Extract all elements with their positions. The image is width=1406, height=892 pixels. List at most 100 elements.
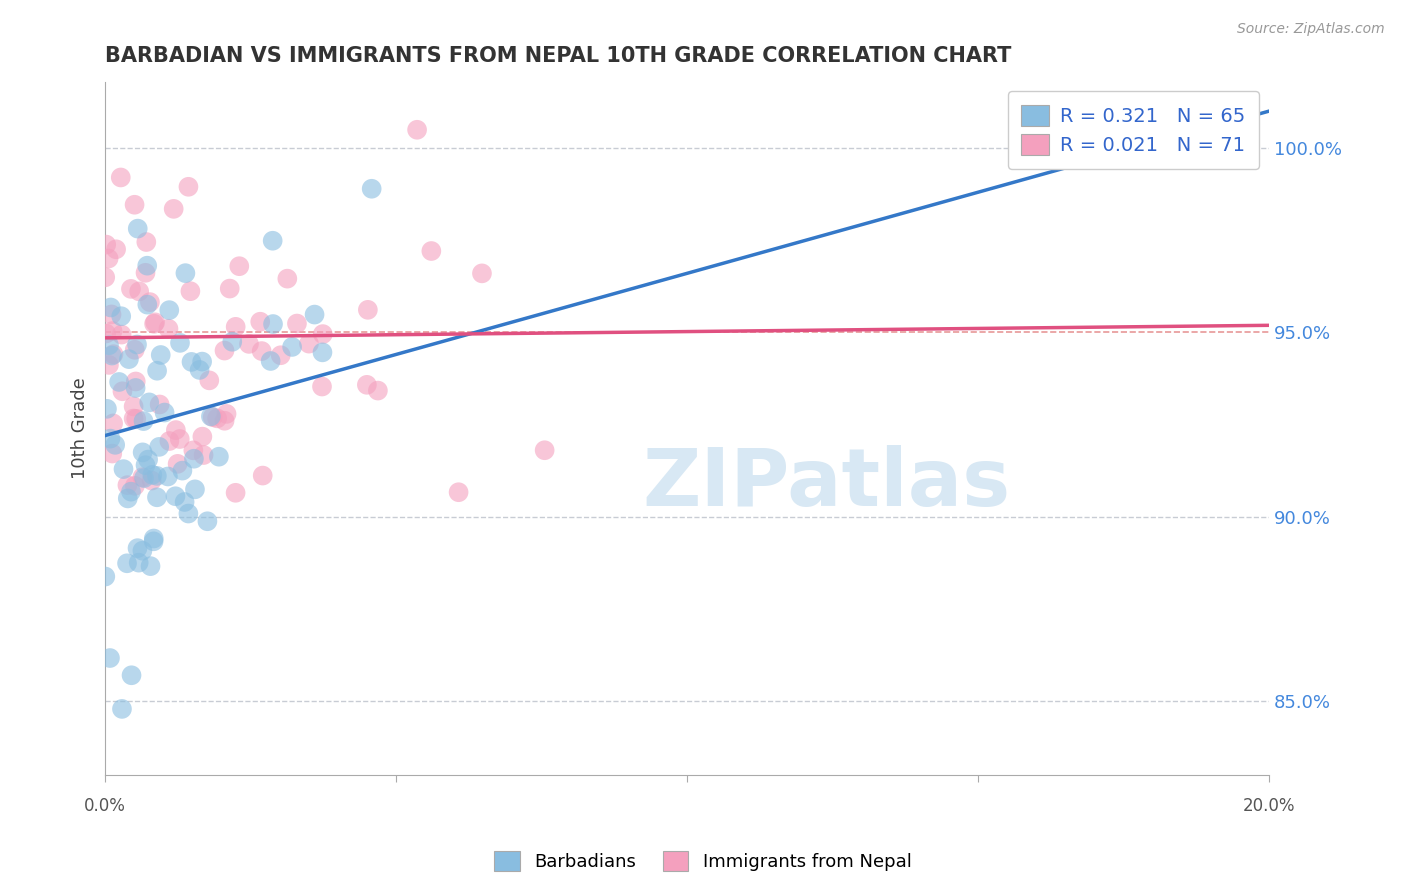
- Point: [136, 452, 159, 467]
- Point: [225, 319, 247, 334]
- Point: [214, 343, 236, 358]
- Text: 0.0%: 0.0%: [84, 797, 127, 814]
- Point: [132, 414, 155, 428]
- Point: [238, 337, 260, 351]
- Text: ZIPatlas: ZIPatlas: [643, 444, 1011, 523]
- Point: [357, 302, 380, 317]
- Point: [125, 375, 148, 389]
- Point: [122, 400, 145, 414]
- Point: [94, 270, 117, 285]
- Point: [124, 343, 146, 357]
- Point: [149, 397, 172, 411]
- Point: [201, 410, 224, 425]
- Point: [262, 317, 284, 331]
- Point: [139, 559, 162, 574]
- Point: [110, 327, 132, 342]
- Point: [98, 651, 121, 665]
- Y-axis label: 10th Grade: 10th Grade: [72, 377, 89, 479]
- Point: [250, 344, 273, 359]
- Point: [406, 122, 429, 136]
- Point: [252, 468, 274, 483]
- Point: [157, 434, 180, 448]
- Point: [215, 407, 238, 421]
- Point: [146, 469, 169, 483]
- Point: [96, 401, 118, 416]
- Point: [143, 317, 166, 331]
- Point: [228, 259, 250, 273]
- Point: [134, 458, 156, 472]
- Point: [311, 345, 333, 359]
- Point: [214, 414, 236, 428]
- Point: [298, 336, 321, 351]
- Point: [221, 334, 243, 349]
- Point: [101, 417, 124, 431]
- Point: [205, 411, 228, 425]
- Point: [177, 179, 200, 194]
- Point: [134, 266, 156, 280]
- Legend: Barbadians, Immigrants from Nepal: Barbadians, Immigrants from Nepal: [486, 844, 920, 879]
- Point: [188, 363, 211, 377]
- Point: [420, 244, 443, 258]
- Point: [100, 307, 122, 321]
- Point: [125, 337, 148, 351]
- Point: [193, 448, 215, 462]
- Point: [141, 474, 163, 488]
- Point: [136, 298, 159, 312]
- Point: [200, 409, 222, 424]
- Point: [356, 377, 378, 392]
- Point: [141, 467, 163, 482]
- Point: [131, 445, 153, 459]
- Point: [117, 478, 139, 492]
- Point: [259, 354, 281, 368]
- Point: [111, 702, 134, 716]
- Point: [127, 221, 149, 235]
- Text: BARBADIAN VS IMMIGRANTS FROM NEPAL 10TH GRADE CORRELATION CHART: BARBADIAN VS IMMIGRANTS FROM NEPAL 10TH …: [105, 46, 1011, 66]
- Point: [471, 266, 494, 280]
- Point: [197, 514, 219, 528]
- Point: [191, 429, 214, 443]
- Point: [281, 340, 304, 354]
- Point: [270, 348, 292, 362]
- Point: [110, 170, 132, 185]
- Point: [117, 491, 139, 506]
- Point: [143, 315, 166, 329]
- Point: [124, 381, 146, 395]
- Point: [101, 446, 124, 460]
- Point: [138, 395, 160, 409]
- Point: [135, 235, 157, 249]
- Point: [124, 198, 146, 212]
- Point: [97, 358, 120, 372]
- Point: [157, 303, 180, 318]
- Point: [360, 182, 382, 196]
- Point: [447, 485, 470, 500]
- Point: [165, 423, 187, 437]
- Point: [177, 507, 200, 521]
- Point: [225, 485, 247, 500]
- Point: [179, 284, 201, 298]
- Point: [121, 668, 143, 682]
- Legend: R = 0.321   N = 65, R = 0.021   N = 71: R = 0.321 N = 65, R = 0.021 N = 71: [1008, 91, 1260, 169]
- Point: [198, 373, 221, 387]
- Point: [139, 295, 162, 310]
- Point: [100, 301, 122, 315]
- Point: [115, 556, 138, 570]
- Point: [183, 443, 205, 458]
- Point: [183, 451, 205, 466]
- Point: [304, 308, 326, 322]
- Point: [94, 569, 117, 583]
- Point: [166, 457, 188, 471]
- Point: [142, 534, 165, 549]
- Point: [191, 354, 214, 368]
- Point: [124, 479, 146, 493]
- Point: [96, 237, 118, 252]
- Point: [180, 355, 202, 369]
- Point: [184, 483, 207, 497]
- Point: [285, 317, 308, 331]
- Point: [125, 412, 148, 426]
- Point: [174, 266, 197, 280]
- Point: [127, 541, 149, 556]
- Point: [118, 352, 141, 367]
- Point: [153, 405, 176, 419]
- Point: [146, 364, 169, 378]
- Point: [312, 327, 335, 342]
